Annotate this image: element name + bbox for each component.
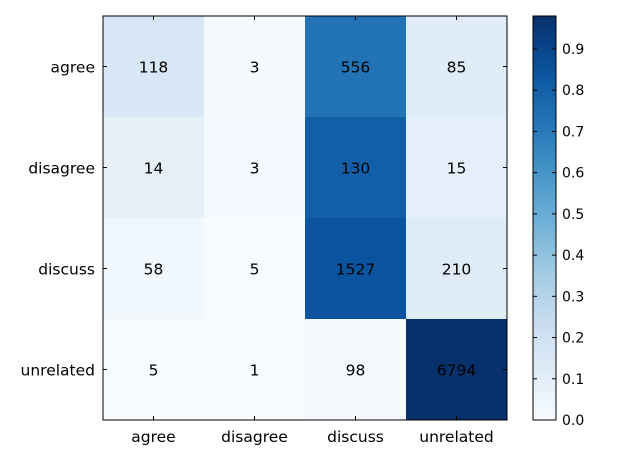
cell-value-label: 98 <box>346 362 366 380</box>
colorbar-tick-label: 0.9 <box>562 42 584 58</box>
cell-value-label: 3 <box>250 59 260 77</box>
cell-value-label: 130 <box>341 160 371 178</box>
cell-value-label: 85 <box>447 59 467 77</box>
cell-value-label: 210 <box>442 261 472 279</box>
colorbar-tick-label: 0.3 <box>562 289 584 305</box>
plot-frame <box>102 15 508 421</box>
colorbar-tick-label: 0.1 <box>562 372 584 388</box>
axis-ticks <box>103 16 507 420</box>
heatmap-cell <box>406 319 507 420</box>
x-tick-label: agree <box>131 428 175 446</box>
heatmap-cell <box>305 319 406 420</box>
x-tick-label: unrelated <box>419 428 493 446</box>
heatmap-cells <box>103 16 507 420</box>
cell-value-labels: 118 3 556 85 14 3 130 15 58 5 1527 210 5 1 98 6794 <box>139 59 477 380</box>
colorbar-tick-label: 0.7 <box>562 124 584 140</box>
heatmap-cell <box>305 16 406 117</box>
cell-value-label: 6794 <box>437 362 476 380</box>
cell-value-label: 3 <box>250 160 260 178</box>
colorbar-tick-label: 0.5 <box>562 207 584 223</box>
cell-value-label: 5 <box>149 362 159 380</box>
heatmap-cell <box>406 218 507 319</box>
heatmap-cell <box>305 218 406 319</box>
y-tick-label: disagree <box>28 160 95 178</box>
heatmap-cell <box>204 117 305 218</box>
y-tick-label: agree <box>51 59 95 77</box>
colorbar-tick-label: 0.4 <box>562 248 584 264</box>
colorbar-tick-label: 0.8 <box>562 83 584 99</box>
cell-value-label: 58 <box>144 261 164 279</box>
colorbar-frame <box>532 15 557 421</box>
cell-value-label: 14 <box>144 160 164 178</box>
cell-value-label: 1527 <box>336 261 375 279</box>
x-tick-label: discuss <box>327 428 384 446</box>
heatmap-cell <box>204 319 305 420</box>
y-tick-label: discuss <box>38 261 95 279</box>
heatmap-cell <box>103 319 204 420</box>
colorbar-tick-label: 0.6 <box>562 166 584 182</box>
heatmap-cell <box>103 117 204 218</box>
colorbar-ticks: 0.0 0.1 0.2 0.3 0.4 0.5 0.6 0.7 0.8 0.9 <box>533 42 584 429</box>
cell-value-label: 15 <box>447 160 467 178</box>
x-tick-labels: agree disagree discuss unrelated <box>131 428 493 446</box>
y-tick-label: unrelated <box>21 362 95 380</box>
cell-value-label: 5 <box>250 261 260 279</box>
cell-value-label: 118 <box>139 59 169 77</box>
cell-value-label: 1 <box>250 362 260 380</box>
colorbar-tick-label: 0.2 <box>562 331 584 347</box>
heatmap-cell <box>103 16 204 117</box>
colorbar-tick-label: 0.0 <box>562 413 584 429</box>
heatmap-cell <box>204 16 305 117</box>
heatmap-cell <box>406 117 507 218</box>
heatmap-cell <box>103 218 204 319</box>
cell-value-label: 556 <box>341 59 371 77</box>
x-tick-label: disagree <box>221 428 288 446</box>
colorbar <box>533 16 556 420</box>
y-tick-labels: agree disagree discuss unrelated <box>21 59 95 380</box>
heatmap-cell <box>204 218 305 319</box>
heatmap-cell <box>406 16 507 117</box>
heatmap-cell <box>305 117 406 218</box>
